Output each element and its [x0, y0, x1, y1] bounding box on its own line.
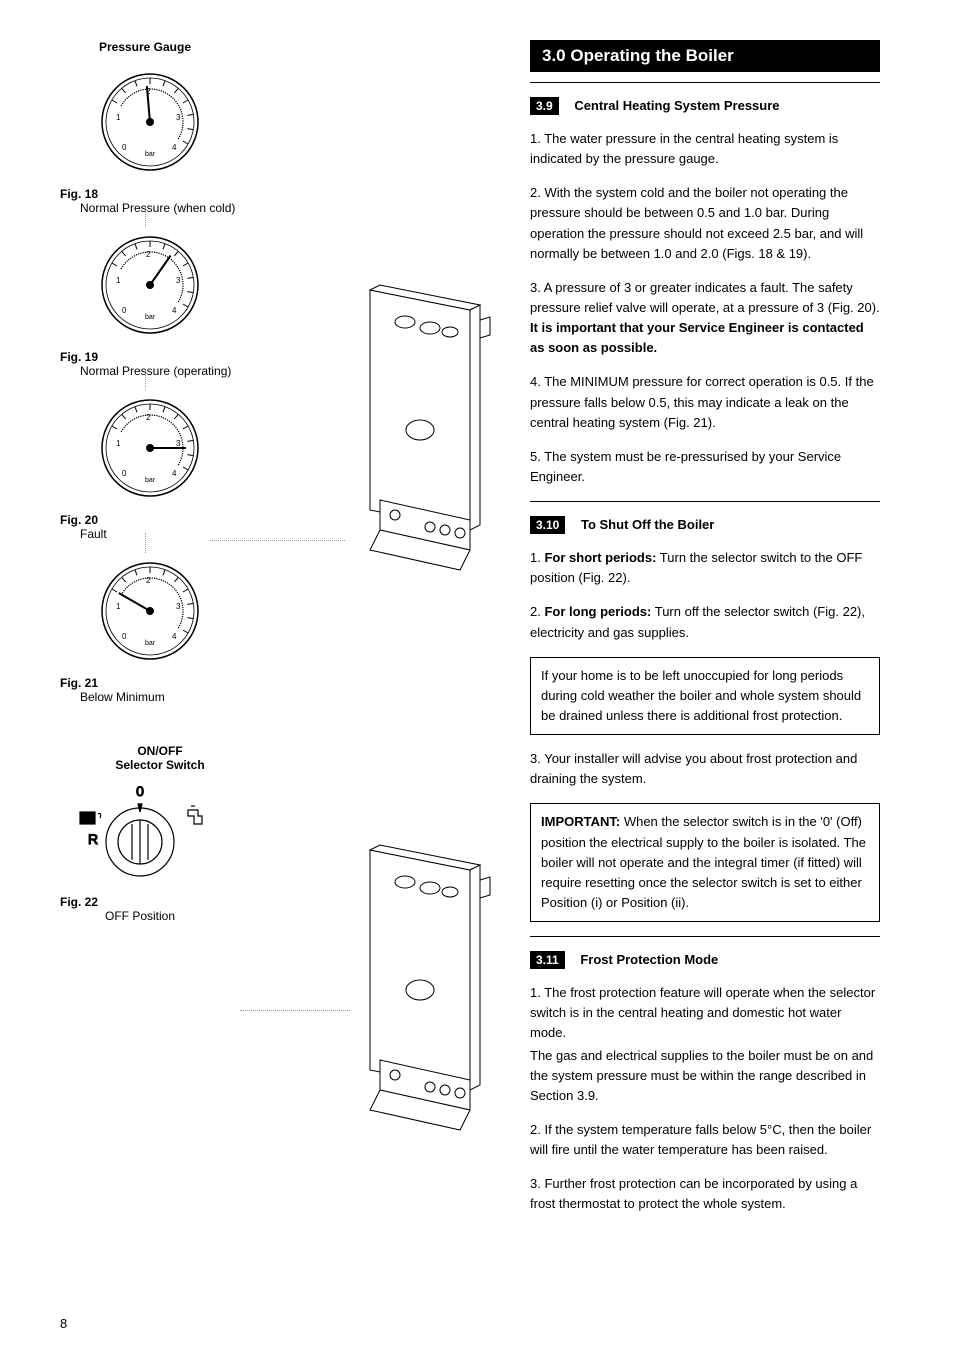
svg-text:3: 3: [176, 276, 181, 285]
bold-text: For short periods:: [544, 550, 656, 565]
subsection-divider: [530, 936, 880, 937]
paragraph: 4. The MINIMUM pressure for correct oper…: [530, 372, 880, 432]
svg-text:3: 3: [176, 113, 181, 122]
paragraph: 2. With the system cold and the boiler n…: [530, 183, 880, 264]
subsection-number: 3.10: [530, 516, 565, 534]
text-span: 2.: [530, 604, 544, 619]
page-number: 8: [60, 1316, 67, 1331]
left-column: Pressure Gauge bar 0 4 1 2 3 Fig. 18 Nor…: [60, 40, 500, 1319]
subsection-3-10: 3.10 To Shut Off the Boiler: [530, 516, 880, 534]
fig-caption: Normal Pressure (when cold): [80, 201, 500, 215]
svg-text:3: 3: [176, 602, 181, 611]
paragraph: 3. Further frost protection can be incor…: [530, 1174, 880, 1214]
fig-label: Fig. 18: [60, 187, 500, 201]
switch-title-1: ON/OFF: [60, 744, 260, 758]
gauge-icon: bar 0 4 1 2 3: [90, 390, 210, 510]
bold-text: For long periods:: [544, 604, 651, 619]
subsection-divider: [530, 501, 880, 502]
paragraph: 1. The water pressure in the central hea…: [530, 129, 880, 169]
svg-text:1: 1: [116, 602, 121, 611]
leader-line-2: [240, 1010, 350, 1011]
subsection-number: 3.9: [530, 97, 559, 115]
svg-text:0: 0: [122, 632, 127, 641]
bold-text: IMPORTANT:: [541, 814, 620, 829]
svg-text:2: 2: [146, 413, 151, 422]
fig22-caption: OFF Position: [60, 909, 220, 923]
leader-line: [210, 540, 345, 541]
svg-text:bar: bar: [145, 477, 156, 484]
selector-switch-block: ON/OFF Selector Switch 0: [60, 744, 260, 923]
paragraph: The gas and electrical supplies to the b…: [530, 1046, 880, 1106]
svg-text:1: 1: [116, 276, 121, 285]
subsection-title: To Shut Off the Boiler: [581, 517, 714, 532]
subsection-3-11: 3.11 Frost Protection Mode: [530, 951, 880, 969]
boxed-note: If your home is to be left unoccupied fo…: [530, 657, 880, 735]
selector-switch-icon: 0 R: [60, 782, 220, 892]
right-column: 3.0 Operating the Boiler 3.9 Central Hea…: [530, 40, 880, 1319]
paragraph: 1. The frost protection feature will ope…: [530, 983, 880, 1043]
switch-title-2: Selector Switch: [60, 758, 260, 772]
paragraph: 1. For short periods: Turn the selector …: [530, 548, 880, 588]
subsection-title: Central Heating System Pressure: [574, 98, 779, 113]
svg-text:4: 4: [172, 469, 177, 478]
gauge-icon: bar 0 4 1 2 3: [90, 227, 210, 347]
svg-text:4: 4: [172, 306, 177, 315]
svg-text:bar: bar: [145, 151, 156, 158]
fig22-label: Fig. 22: [60, 895, 260, 909]
page-container: Pressure Gauge bar 0 4 1 2 3 Fig. 18 Nor…: [60, 40, 904, 1319]
bold-text: It is important that your Service Engine…: [530, 320, 864, 355]
fig-caption: Below Minimum: [80, 690, 500, 704]
fig-label: Fig. 21: [60, 676, 500, 690]
section-header: 3.0 Operating the Boiler: [530, 40, 880, 72]
paragraph: 2. For long periods: Turn off the select…: [530, 602, 880, 642]
paragraph: 3. A pressure of 3 or greater indicates …: [530, 278, 880, 359]
text-span: 1.: [530, 550, 544, 565]
paragraph: 5. The system must be re-pressurised by …: [530, 447, 880, 487]
svg-text:2: 2: [146, 250, 151, 259]
svg-text:3: 3: [176, 439, 181, 448]
paragraph: 3. Your installer will advise you about …: [530, 749, 880, 789]
text-span: 3. A pressure of 3 or greater indicates …: [530, 280, 880, 315]
svg-text:R: R: [88, 831, 98, 847]
svg-text:4: 4: [172, 143, 177, 152]
svg-text:1: 1: [116, 439, 121, 448]
pressure-gauge-title: Pressure Gauge: [60, 40, 230, 54]
svg-text:4: 4: [172, 632, 177, 641]
boiler-illustration-icon: [330, 280, 530, 630]
gauge-figure: bar 0 4 1 2 3 Fig. 18 Normal Pressure (w…: [60, 64, 500, 215]
section-divider: [530, 82, 880, 83]
boiler-illustration-lower-icon: [330, 840, 530, 1190]
gauge-icon: bar 0 4 1 2 3: [90, 553, 210, 673]
svg-text:bar: bar: [145, 314, 156, 321]
svg-text:1: 1: [116, 113, 121, 122]
svg-text:0: 0: [122, 143, 127, 152]
svg-text:bar: bar: [145, 640, 156, 647]
boxed-important: IMPORTANT: When the selector switch is i…: [530, 803, 880, 922]
svg-text:2: 2: [146, 576, 151, 585]
svg-text:0: 0: [122, 306, 127, 315]
subsection-3-9: 3.9 Central Heating System Pressure: [530, 97, 880, 115]
subsection-title: Frost Protection Mode: [580, 952, 718, 967]
svg-text:0: 0: [122, 469, 127, 478]
gauge-icon: bar 0 4 1 2 3: [90, 64, 210, 184]
svg-text:0: 0: [136, 783, 144, 799]
paragraph: 2. If the system temperature falls below…: [530, 1120, 880, 1160]
subsection-number: 3.11: [530, 951, 565, 969]
